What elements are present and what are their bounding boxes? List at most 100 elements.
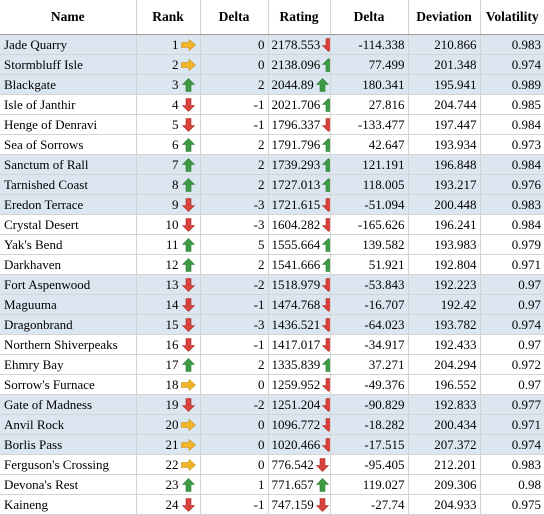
cell-rating[interactable]: 776.542 xyxy=(267,454,330,475)
cell-rank-delta[interactable]: 2 xyxy=(199,354,268,375)
cell-rating[interactable]: 1791.796 xyxy=(267,134,330,155)
cell-deviation[interactable]: 210.866 xyxy=(407,34,480,55)
cell-name[interactable]: Sorrow's Furnace xyxy=(0,374,136,395)
header-name[interactable]: Name xyxy=(0,0,136,35)
cell-rating[interactable]: 2138.096 xyxy=(267,54,330,75)
cell-rank-delta[interactable]: 0 xyxy=(199,414,268,435)
cell-volatility[interactable]: 0.97 xyxy=(479,274,544,295)
cell-rating[interactable]: 1727.013 xyxy=(267,174,330,195)
cell-volatility[interactable]: 0.984 xyxy=(479,154,544,175)
cell-volatility[interactable]: 0.979 xyxy=(479,234,544,255)
cell-name[interactable]: Borlis Pass xyxy=(0,434,136,455)
cell-rating[interactable]: 2178.553 xyxy=(267,34,330,55)
cell-volatility[interactable]: 0.983 xyxy=(479,454,544,475)
cell-rank[interactable]: 2 xyxy=(135,54,200,75)
cell-name[interactable]: Gate of Madness xyxy=(0,394,136,415)
cell-deviation[interactable]: 193.934 xyxy=(407,134,480,155)
cell-rank-delta[interactable]: 0 xyxy=(199,374,268,395)
cell-rating-delta[interactable]: -51.094 xyxy=(329,194,408,215)
cell-deviation[interactable]: 195.941 xyxy=(407,74,480,95)
cell-rating[interactable]: 1739.293 xyxy=(267,154,330,175)
cell-rating[interactable]: 1796.337 xyxy=(267,114,330,135)
cell-name[interactable]: Isle of Janthir xyxy=(0,94,136,115)
cell-rating[interactable]: 1436.521 xyxy=(267,314,330,335)
cell-rank-delta[interactable]: -2 xyxy=(199,274,268,295)
cell-rating[interactable]: 1518.979 xyxy=(267,274,330,295)
cell-volatility[interactable]: 0.971 xyxy=(479,414,544,435)
cell-rank[interactable]: 19 xyxy=(135,394,200,415)
cell-volatility[interactable]: 0.971 xyxy=(479,254,544,275)
cell-name[interactable]: Anvil Rock xyxy=(0,414,136,435)
cell-rank-delta[interactable]: -3 xyxy=(199,214,268,235)
cell-rank-delta[interactable]: 2 xyxy=(199,154,268,175)
cell-rank[interactable]: 15 xyxy=(135,314,200,335)
cell-rank[interactable]: 6 xyxy=(135,134,200,155)
cell-deviation[interactable]: 212.201 xyxy=(407,454,480,475)
cell-rank-delta[interactable]: 2 xyxy=(199,254,268,275)
cell-rank-delta[interactable]: 0 xyxy=(199,434,268,455)
cell-rating[interactable]: 2044.89 xyxy=(267,74,330,95)
cell-rank[interactable]: 14 xyxy=(135,294,200,315)
cell-rank[interactable]: 5 xyxy=(135,114,200,135)
cell-rating[interactable]: 1335.839 xyxy=(267,354,330,375)
cell-name[interactable]: Stormbluff Isle xyxy=(0,54,136,75)
cell-rating-delta[interactable]: -53.843 xyxy=(329,274,408,295)
cell-deviation[interactable]: 192.223 xyxy=(407,274,480,295)
cell-rank-delta[interactable]: 0 xyxy=(199,454,268,475)
cell-rating[interactable]: 2021.706 xyxy=(267,94,330,115)
cell-rank-delta[interactable]: -3 xyxy=(199,314,268,335)
cell-rank-delta[interactable]: 5 xyxy=(199,234,268,255)
cell-rating-delta[interactable]: -16.707 xyxy=(329,294,408,315)
cell-rank-delta[interactable]: -1 xyxy=(199,294,268,315)
cell-rank[interactable]: 3 xyxy=(135,74,200,95)
cell-name[interactable]: Tarnished Coast xyxy=(0,174,136,195)
cell-deviation[interactable]: 196.552 xyxy=(407,374,480,395)
cell-rating-delta[interactable]: -27.74 xyxy=(329,494,408,515)
cell-rank[interactable]: 4 xyxy=(135,94,200,115)
cell-volatility[interactable]: 0.977 xyxy=(479,394,544,415)
cell-rating-delta[interactable]: 119.027 xyxy=(329,474,408,495)
cell-rank-delta[interactable]: 2 xyxy=(199,174,268,195)
cell-rank[interactable]: 24 xyxy=(135,494,200,515)
cell-rating[interactable]: 1541.666 xyxy=(267,254,330,275)
cell-rank[interactable]: 20 xyxy=(135,414,200,435)
cell-rating-delta[interactable]: 180.341 xyxy=(329,74,408,95)
cell-rank[interactable]: 11 xyxy=(135,234,200,255)
cell-rank-delta[interactable]: 2 xyxy=(199,134,268,155)
cell-volatility[interactable]: 0.974 xyxy=(479,314,544,335)
cell-volatility[interactable]: 0.97 xyxy=(479,374,544,395)
cell-rating[interactable]: 1096.772 xyxy=(267,414,330,435)
cell-rank[interactable]: 23 xyxy=(135,474,200,495)
cell-rating[interactable]: 1555.664 xyxy=(267,234,330,255)
cell-rank[interactable]: 7 xyxy=(135,154,200,175)
cell-volatility[interactable]: 0.984 xyxy=(479,214,544,235)
cell-rank-delta[interactable]: -1 xyxy=(199,494,268,515)
cell-deviation[interactable]: 200.434 xyxy=(407,414,480,435)
cell-rating-delta[interactable]: 37.271 xyxy=(329,354,408,375)
cell-deviation[interactable]: 197.447 xyxy=(407,114,480,135)
cell-name[interactable]: Sea of Sorrows xyxy=(0,134,136,155)
cell-rank-delta[interactable]: -1 xyxy=(199,94,268,115)
cell-name[interactable]: Kaineng xyxy=(0,494,136,515)
cell-rank-delta[interactable]: 0 xyxy=(199,54,268,75)
cell-rating[interactable]: 1259.952 xyxy=(267,374,330,395)
cell-volatility[interactable]: 0.972 xyxy=(479,354,544,375)
cell-deviation[interactable]: 204.933 xyxy=(407,494,480,515)
cell-rank[interactable]: 16 xyxy=(135,334,200,355)
cell-name[interactable]: Jade Quarry xyxy=(0,34,136,55)
cell-rating[interactable]: 1721.615 xyxy=(267,194,330,215)
cell-rating-delta[interactable]: 139.582 xyxy=(329,234,408,255)
cell-name[interactable]: Fort Aspenwood xyxy=(0,274,136,295)
cell-volatility[interactable]: 0.983 xyxy=(479,194,544,215)
cell-rating[interactable]: 1604.282 xyxy=(267,214,330,235)
cell-rating-delta[interactable]: -64.023 xyxy=(329,314,408,335)
cell-rank[interactable]: 17 xyxy=(135,354,200,375)
cell-rank[interactable]: 21 xyxy=(135,434,200,455)
cell-rating-delta[interactable]: -95.405 xyxy=(329,454,408,475)
cell-deviation[interactable]: 204.744 xyxy=(407,94,480,115)
cell-deviation[interactable]: 192.804 xyxy=(407,254,480,275)
cell-volatility[interactable]: 0.989 xyxy=(479,74,544,95)
cell-deviation[interactable]: 193.217 xyxy=(407,174,480,195)
cell-rating[interactable]: 747.159 xyxy=(267,494,330,515)
cell-rank[interactable]: 12 xyxy=(135,254,200,275)
